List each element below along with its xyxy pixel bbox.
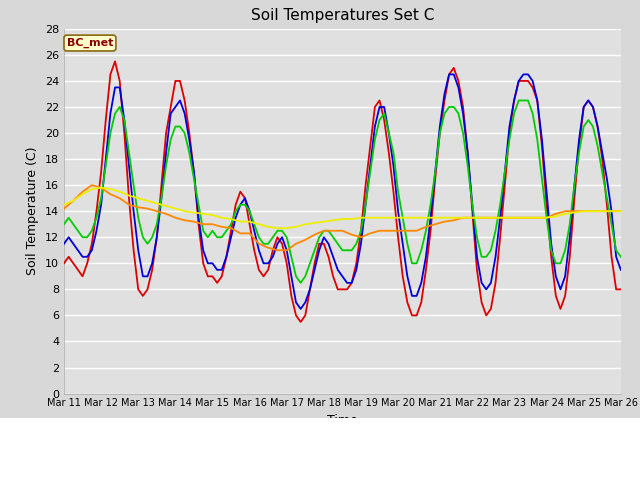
Legend: -2cm, -4cm, -8cm, -16cm, -32cm: -2cm, -4cm, -8cm, -16cm, -32cm — [150, 430, 535, 453]
Title: Soil Temperatures Set C: Soil Temperatures Set C — [251, 9, 434, 24]
X-axis label: Time: Time — [327, 414, 358, 427]
Text: BC_met: BC_met — [67, 38, 113, 48]
Y-axis label: Soil Temperature (C): Soil Temperature (C) — [26, 147, 39, 276]
